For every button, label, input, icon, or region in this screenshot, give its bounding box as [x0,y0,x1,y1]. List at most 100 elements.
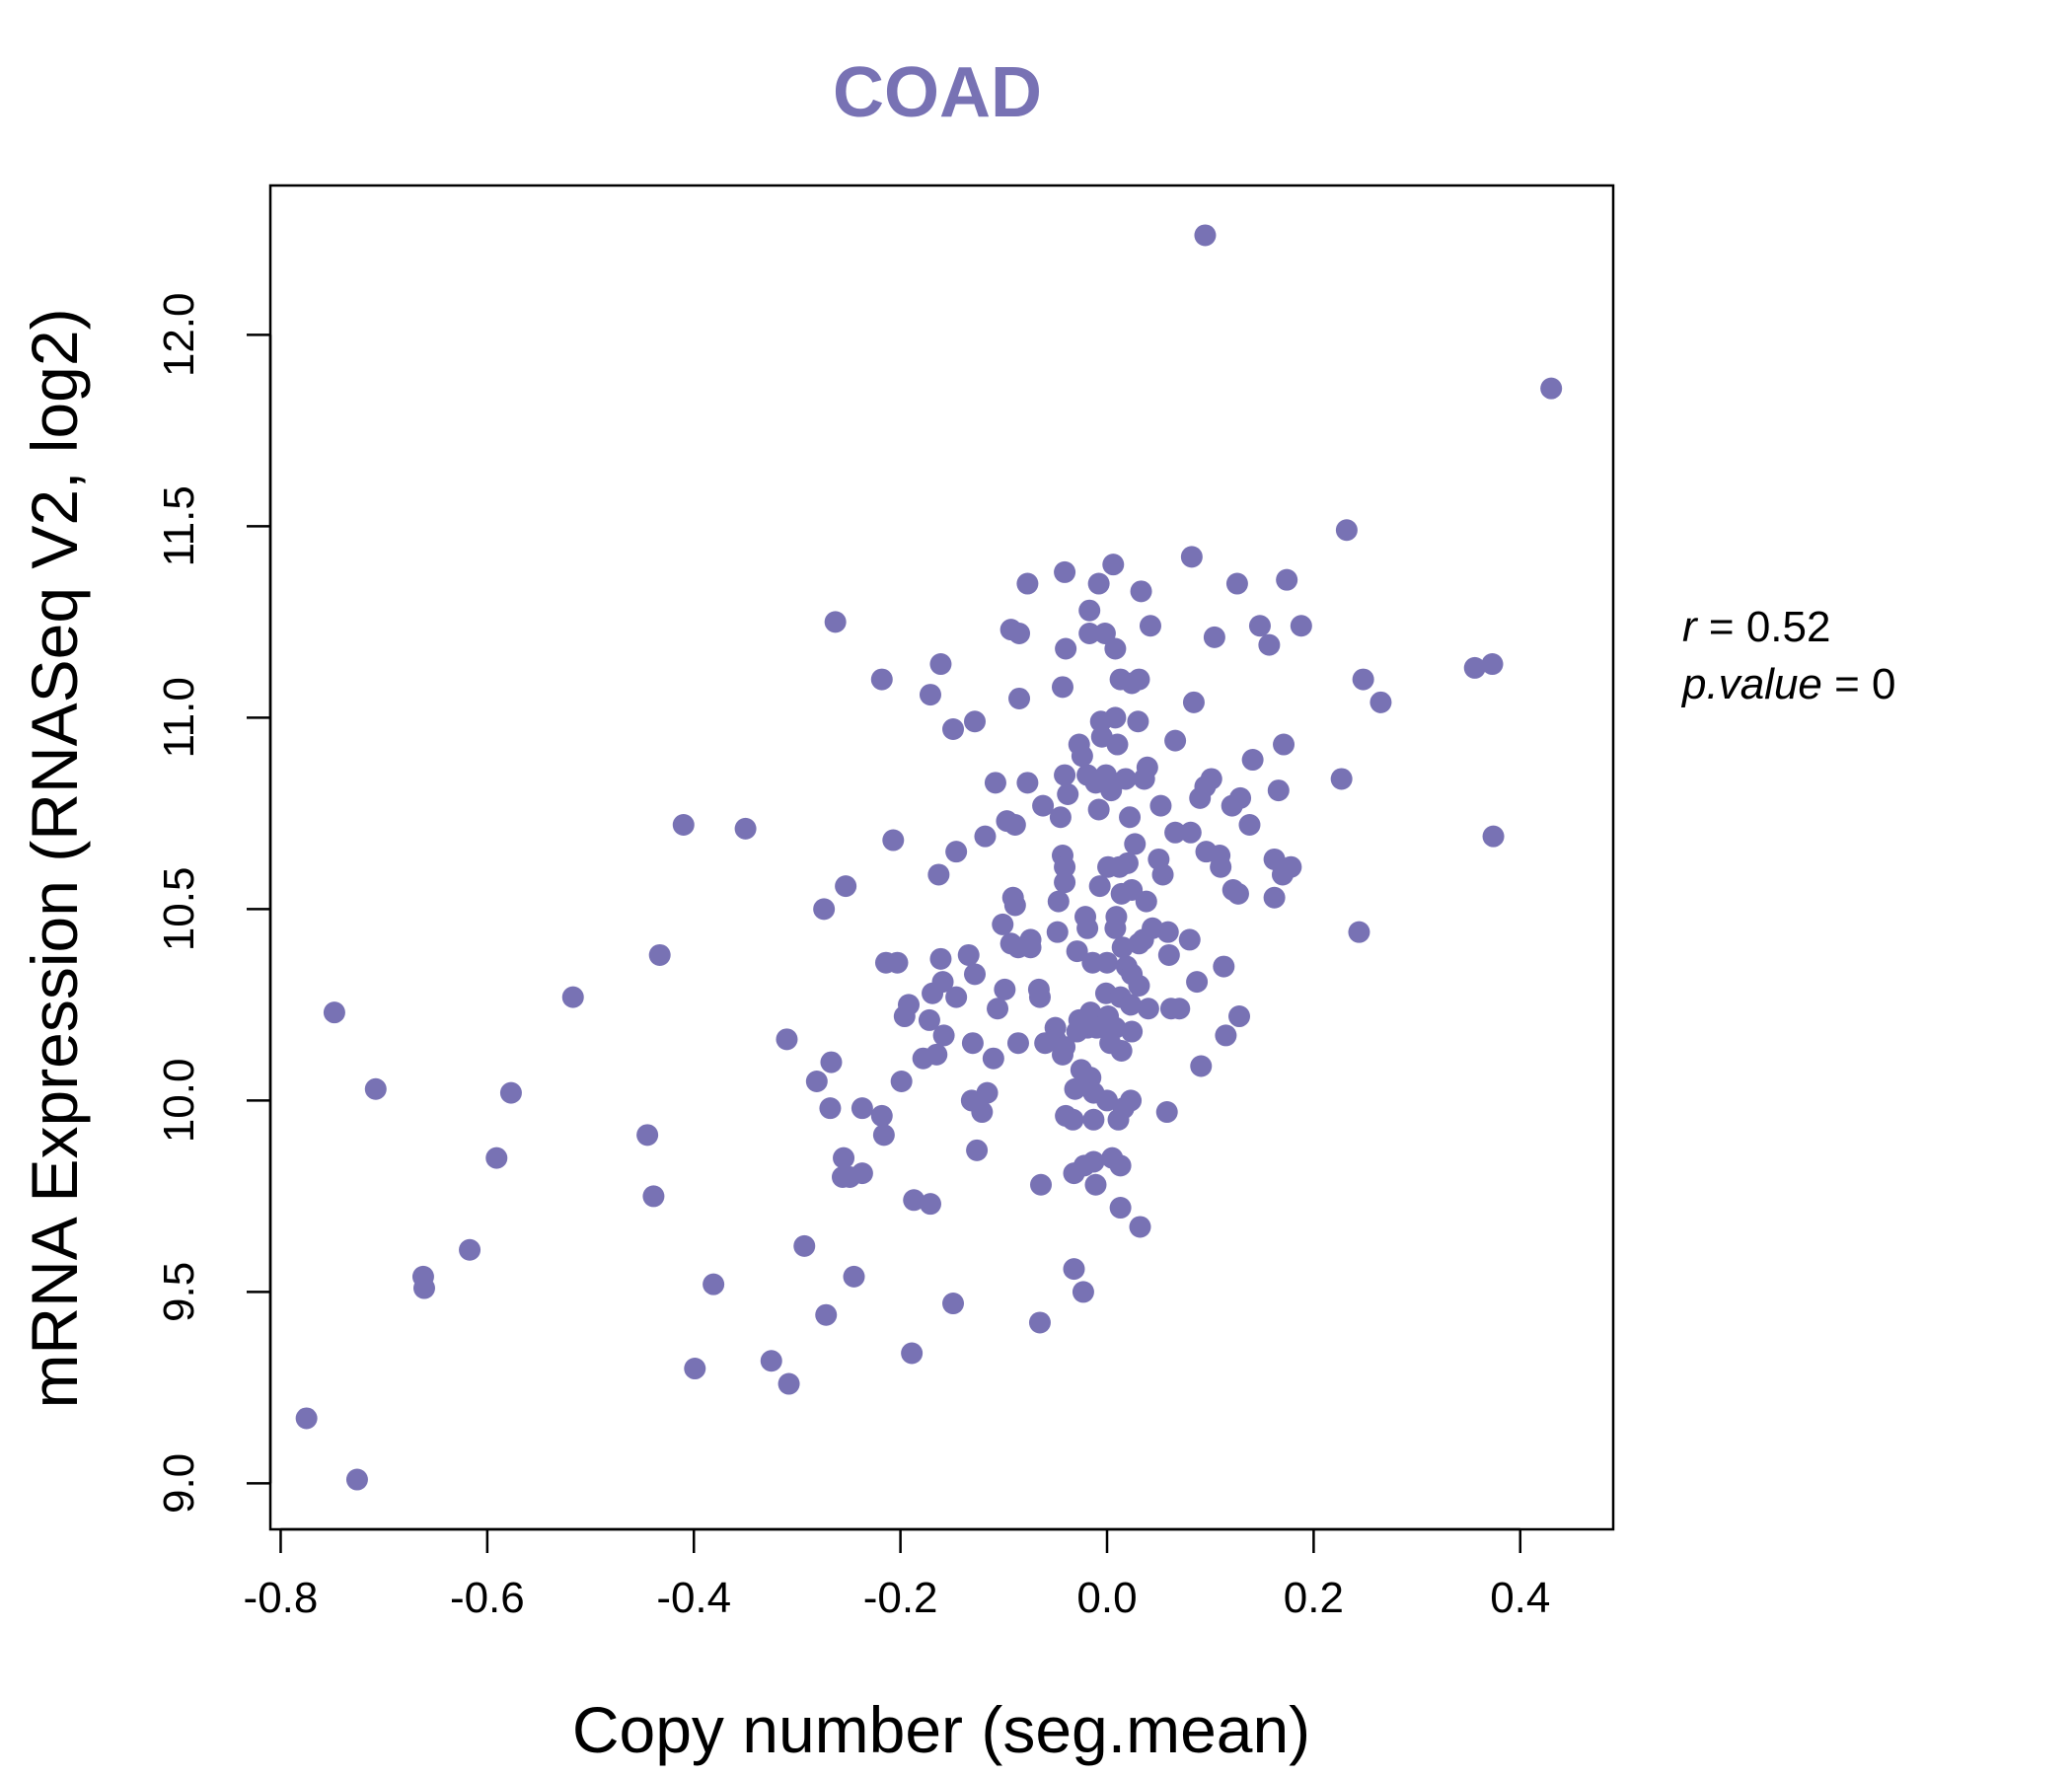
data-point [642,1185,665,1208]
data-point [942,718,965,741]
svg-text:p.value = 0: p.value = 0 [1680,660,1896,708]
data-point [1139,615,1161,637]
data-point [1109,1197,1132,1220]
data-point [1194,224,1217,247]
data-point [1225,572,1248,595]
y-tick-label: 12.0 [155,293,203,378]
data-point [1124,833,1147,855]
data-point [1093,623,1116,644]
data-point [1063,1162,1085,1185]
data-point [1129,1216,1151,1238]
data-point [1179,821,1202,844]
data-point [1128,974,1150,997]
data-point [819,1097,842,1120]
data-point [1267,779,1290,802]
data-point [927,863,950,886]
data-point [1076,917,1099,939]
data-point [1186,971,1209,994]
data-point [1006,1032,1029,1055]
data-point [893,1005,916,1028]
data-point [323,1001,345,1024]
data-point [1128,932,1150,955]
data-point [1049,806,1072,829]
data-point [1034,1032,1057,1055]
data-point [1008,623,1031,644]
data-point [1062,1108,1084,1131]
data-point [793,1234,816,1257]
y-tick-label: 9.5 [155,1262,203,1322]
data-point [1352,668,1374,691]
data-point [1051,1043,1073,1066]
data-point [903,1189,925,1212]
data-point [1087,572,1110,595]
x-axis-label: Copy number (seg.mean) [572,1693,1310,1766]
y-axis: 9.0 9.5 10.0 10.5 11.0 11.5 12.0 [155,293,272,1514]
y-tick-label: 10.5 [155,867,203,952]
data-point [922,982,944,1004]
data-point [945,841,968,863]
data-point [1054,871,1076,894]
data-point [1120,994,1143,1016]
data-point [1054,764,1076,786]
data-point [1055,637,1077,660]
data-point [1290,615,1312,637]
data-point [1156,921,1179,943]
chart-title: COAD [833,53,1042,132]
data-point [1463,656,1486,679]
data-point [1100,779,1123,802]
data-point [1135,890,1157,913]
r-label: r [1682,603,1699,651]
x-tick-label: -0.2 [863,1574,938,1622]
data-point [918,1008,940,1031]
data-point [1481,653,1504,676]
data-point [824,611,847,633]
data-point [648,943,671,966]
data-point [1189,786,1212,809]
data-point [1482,825,1505,848]
p-equals: = [1834,660,1872,708]
data-point [901,1342,924,1365]
data-point [1019,936,1042,959]
data-point [1008,687,1031,709]
data-point [1016,772,1039,794]
data-point [1228,1005,1251,1028]
data-point [1057,782,1079,805]
data-point [831,1166,853,1189]
data-point [835,875,857,898]
data-point [1104,637,1127,660]
data-point [1258,633,1281,656]
data-point [1348,921,1370,943]
data-point [851,1097,873,1120]
data-point [1003,814,1026,837]
data-point [870,668,893,691]
y-tick-label: 11.0 [155,677,203,758]
data-point [636,1124,659,1147]
data-point [984,772,1006,794]
data-point [1130,580,1152,603]
data-points [295,224,1563,1491]
data-point [1078,599,1101,622]
data-point [703,1273,725,1295]
data-point [942,1293,965,1315]
data-point [1096,951,1119,974]
data-point [1180,546,1203,568]
r-equals: = [1709,603,1746,651]
data-point [1221,794,1243,817]
data-point [1210,855,1232,878]
data-point [1241,749,1264,772]
y-axis-label: mRNA Expression (RNASeq V2, log2) [18,308,91,1408]
data-point [1273,733,1295,756]
data-point [1540,377,1563,400]
data-point [561,986,584,1008]
data-point [872,1124,895,1147]
data-point [485,1147,508,1169]
data-point [1109,1154,1132,1177]
data-point [1072,1281,1094,1303]
data-point [1047,890,1070,913]
data-point [1127,710,1149,733]
data-point [929,947,952,970]
data-point [1106,733,1129,756]
data-point [1238,814,1261,837]
data-point [1190,1055,1213,1077]
data-point [295,1407,318,1430]
